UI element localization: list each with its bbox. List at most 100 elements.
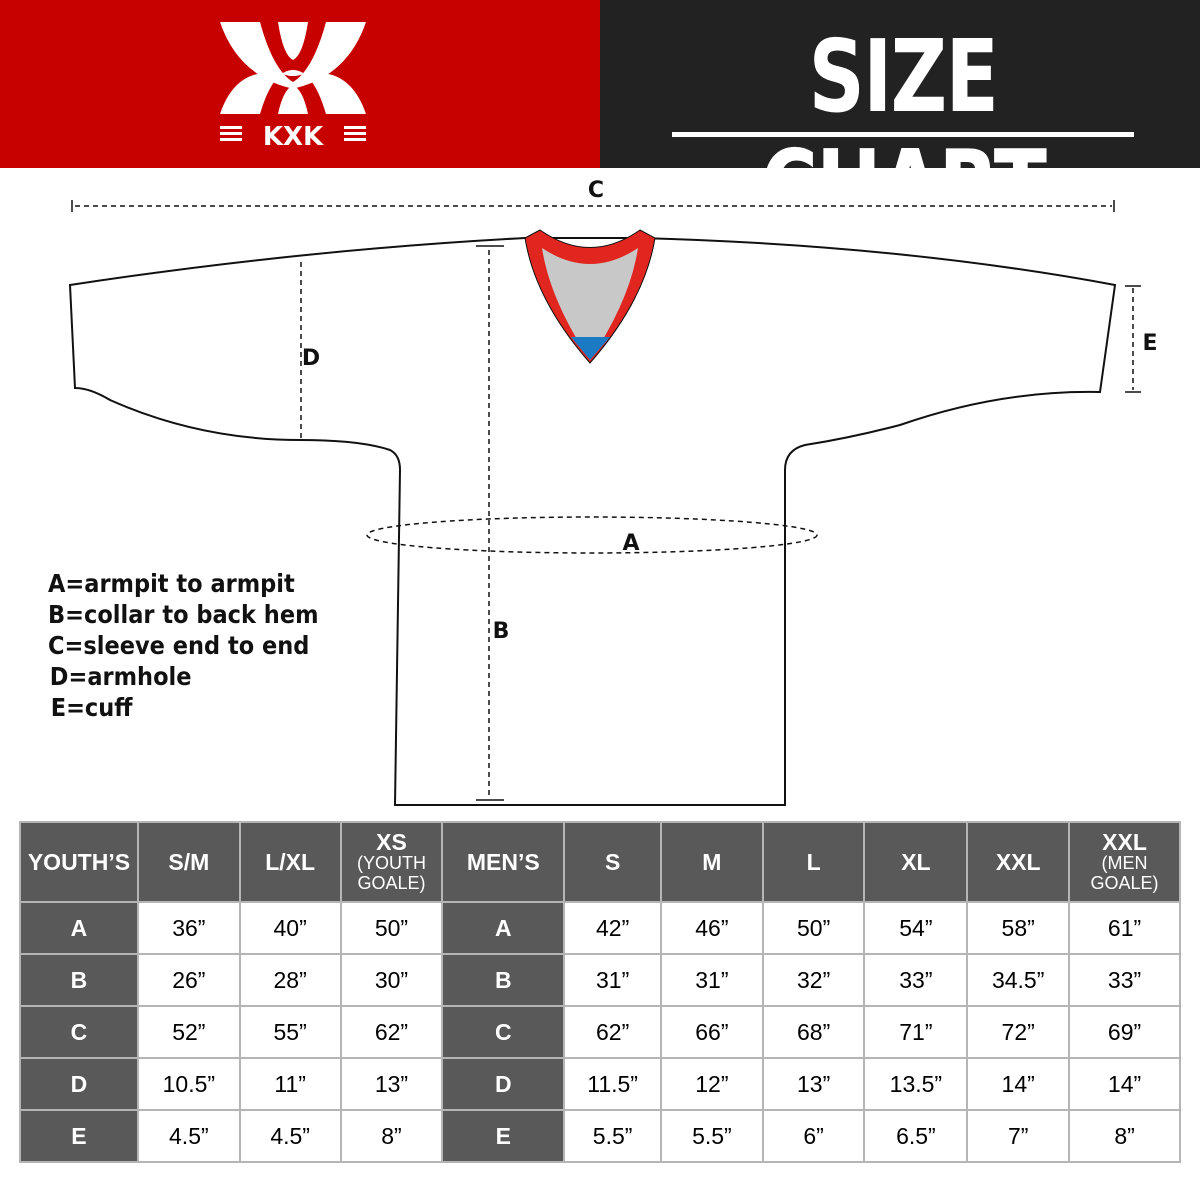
- measurement-value: 52”: [136, 1005, 241, 1059]
- measurement-value: 31”: [660, 953, 764, 1007]
- measurement-value: 11.5”: [563, 1057, 663, 1111]
- measurement-value: 50”: [339, 901, 444, 955]
- legend-item: C=sleeve end to end: [48, 631, 310, 660]
- measurement-value: 34.5”: [966, 953, 1071, 1007]
- legend-item: E=cuff: [50, 693, 133, 722]
- measurement-value: 5.5”: [660, 1109, 764, 1163]
- size-table: YOUTH’S S/M L/XL XS (YOUTH GOALE) MEN’S S M L XL X…: [19, 821, 1181, 1163]
- measurement-value: 58”: [966, 901, 1071, 955]
- measurement-value: 33”: [863, 953, 969, 1007]
- size-label: S: [604, 849, 621, 875]
- measurement-value: 32”: [761, 953, 866, 1007]
- measurement-label: D: [19, 1057, 139, 1111]
- size-label: M: [702, 849, 722, 875]
- size-label: XXL: [1102, 829, 1147, 855]
- logo-text: KXK: [263, 122, 324, 150]
- measurement-value: 55”: [238, 1005, 342, 1059]
- measurement-value: 14”: [1068, 1057, 1181, 1111]
- measurement-value: 30”: [339, 953, 444, 1007]
- measurement-value: 54”: [863, 901, 969, 955]
- size-header: M: [660, 821, 764, 903]
- measurement-value: 5.5”: [563, 1109, 663, 1163]
- jersey-diagram: C D B E A: [68, 178, 1158, 806]
- measurement-value: 28”: [238, 953, 342, 1007]
- measurement-value: 62”: [339, 1005, 444, 1059]
- measurement-value: 50”: [761, 901, 866, 955]
- measurement-value: 42”: [563, 901, 663, 955]
- size-header: XXL: [966, 821, 1071, 903]
- measurement-label: E: [441, 1109, 566, 1163]
- legend-item: A=armpit to armpit: [48, 569, 295, 598]
- collar-accent: [571, 337, 610, 360]
- size-header: S: [563, 821, 663, 903]
- size-label: XXL: [995, 849, 1041, 875]
- measurement-value: 4.5”: [238, 1109, 342, 1163]
- size-note: (MEN GOALE): [1090, 853, 1159, 893]
- measurement-value: 72”: [966, 1005, 1071, 1059]
- table-row: C 52” 55” 62” C 62” 66” 68” 71” 72” 69”: [19, 1005, 1181, 1059]
- measurement-label: D: [441, 1057, 566, 1111]
- measurement-value: 10.5”: [136, 1057, 241, 1111]
- jersey-outline: [68, 237, 1117, 806]
- table-row: E 4.5” 4.5” 8” E 5.5” 5.5” 6” 6.5” 7” 8”: [19, 1109, 1181, 1163]
- table-row: B 26” 28” 30” B 31” 31” 32” 33” 34.5” 33”: [19, 953, 1181, 1007]
- size-header: XS (YOUTH GOALE): [339, 821, 444, 903]
- measurement-value: 8”: [339, 1109, 444, 1163]
- measurement-value: 6”: [761, 1109, 866, 1163]
- label-c: C: [588, 178, 604, 203]
- measurement-value: 14”: [966, 1057, 1071, 1111]
- measurement-value: 26”: [136, 953, 241, 1007]
- measurement-value: 4.5”: [136, 1109, 241, 1163]
- size-note: (YOUTH GOALE): [356, 853, 426, 893]
- measurement-label: C: [441, 1005, 566, 1059]
- size-header: L/XL: [238, 821, 342, 903]
- measurement-label: E: [19, 1109, 139, 1163]
- measurement-value: 40”: [238, 901, 342, 955]
- measurement-value: 61”: [1068, 901, 1181, 955]
- size-header: XXL (MEN GOALE): [1068, 821, 1181, 903]
- measurement-value: 46”: [660, 901, 764, 955]
- size-header: S/M: [136, 821, 241, 903]
- measurement-value: 71”: [863, 1005, 969, 1059]
- collar-inner: [542, 248, 638, 360]
- measurement-value: 8”: [1068, 1109, 1181, 1163]
- size-label: L: [806, 849, 821, 875]
- measurement-legend: A=armpit to armpit B=collar to back hem …: [48, 568, 319, 723]
- measurement-label: B: [19, 953, 139, 1007]
- measurement-label: C: [19, 1005, 139, 1059]
- measurement-value: 68”: [761, 1005, 866, 1059]
- size-label: XS: [376, 829, 407, 855]
- measurement-value: 69”: [1068, 1005, 1181, 1059]
- measurement-value: 7”: [966, 1109, 1071, 1163]
- legend-item: B=collar to back hem: [48, 600, 319, 629]
- kxk-logo: KXK: [220, 22, 366, 150]
- page-title: SIZE CHART: [760, 18, 1047, 245]
- title-underline: [672, 132, 1134, 137]
- measurement-value: 66”: [660, 1005, 764, 1059]
- measurement-value: 31”: [563, 953, 663, 1007]
- size-label: L/XL: [265, 849, 316, 875]
- label-d: D: [302, 346, 320, 371]
- measurement-value: 13”: [761, 1057, 866, 1111]
- measurement-value: 13.5”: [863, 1057, 969, 1111]
- size-label: S/M: [168, 849, 210, 875]
- measurement-value: 62”: [563, 1005, 663, 1059]
- men-header: MEN’S: [441, 821, 566, 903]
- measurement-label: B: [441, 953, 566, 1007]
- table-row: A 36” 40” 50” A 42” 46” 50” 54” 58” 61”: [19, 901, 1181, 955]
- measurement-value: 6.5”: [863, 1109, 969, 1163]
- youth-header: YOUTH’S: [19, 821, 139, 903]
- measurement-value: 11”: [238, 1057, 342, 1111]
- size-label: XL: [901, 849, 931, 875]
- size-header: L: [761, 821, 866, 903]
- measurement-label: A: [441, 901, 566, 955]
- measurement-value: 33”: [1068, 953, 1181, 1007]
- size-header: XL: [863, 821, 969, 903]
- header-title-panel: [600, 0, 1200, 168]
- label-e: E: [1142, 331, 1157, 356]
- label-a: A: [622, 531, 639, 556]
- measurement-label: A: [19, 901, 139, 955]
- label-b: B: [493, 619, 510, 644]
- measurement-value: 36”: [136, 901, 241, 955]
- legend-item: D=armhole: [49, 662, 192, 691]
